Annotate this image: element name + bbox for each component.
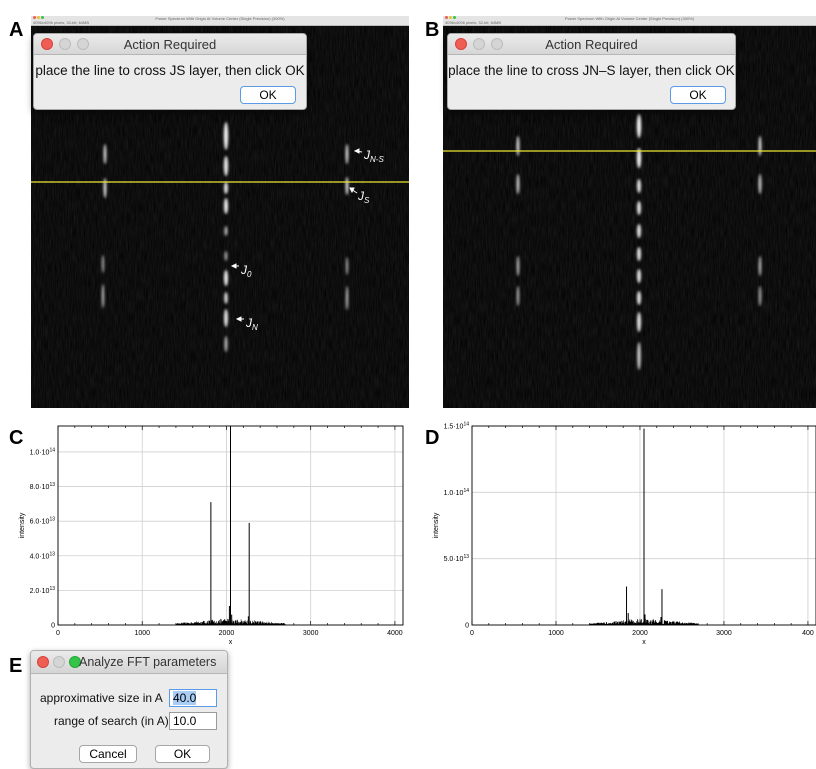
zoom-icon[interactable] (77, 38, 89, 50)
close-icon[interactable] (37, 656, 49, 668)
panel-letter-a: A (9, 19, 24, 41)
window-titlebar-a[interactable]: Power Spectrum With Origin At Volume Cen… (31, 16, 409, 26)
x-tick-label: 2000 (632, 630, 648, 637)
size-input[interactable]: 40.0 (169, 689, 217, 707)
ok-button-e[interactable]: OK (155, 745, 210, 763)
y-axis-label: intensity (433, 512, 440, 538)
plot-svg-c: 0 1000 2000 3000 4000 0 2.0·1013 4.0·1013 6.0·10… (19, 425, 404, 646)
minimize-icon[interactable] (473, 38, 485, 50)
window-info-a: 4096x4096 pixels; 32-bit; 64MB (33, 20, 90, 25)
y-tick-label: 6.0·1013 (30, 517, 56, 526)
intensity-plot-d: 0 1000 2000 3000 400 0 5.0·1013 1.0·1014 1.5·101… (410, 420, 816, 648)
x-tick-label: 1000 (134, 630, 150, 637)
y-axis-label: intensity (19, 512, 26, 538)
y-tick-label: 0 (51, 623, 55, 630)
minimize-icon[interactable] (59, 38, 71, 50)
panel-letter-d: D (425, 427, 440, 449)
dialog-titlebar-a[interactable]: Action Required (34, 34, 306, 55)
dialog-title-a: Action Required (123, 37, 217, 52)
x-axis-label: x (229, 639, 233, 646)
window-info-b: 4096x4096 pixels; 32-bit; 64MB (445, 20, 502, 25)
panel-letter-e: E (9, 655, 23, 677)
x-tick-label: 2000 (219, 630, 235, 637)
y-tick-label: 8.0·1013 (30, 482, 56, 491)
plot-svg-d: 0 1000 2000 3000 40005.0·10131.0·10141.5·101… (433, 422, 816, 646)
fft-dialog-title: Analyze FFT parameters (79, 655, 217, 669)
annotation-jn: JN (245, 316, 258, 332)
window-title-a: Power Spectrum With Origin At Volume Cen… (155, 16, 285, 21)
x-tick-label: 3000 (303, 630, 319, 637)
x-tick-label: 400 (802, 630, 814, 637)
close-icon[interactable] (455, 38, 467, 50)
annotation-jns: JN-S (363, 148, 384, 164)
size-input-value: 40.0 (173, 691, 197, 705)
annotation-j0: J0 (240, 263, 252, 279)
x-axis-label: x (642, 639, 646, 646)
ok-button-a[interactable]: OK (240, 86, 296, 104)
ok-button-b[interactable]: OK (670, 86, 726, 104)
y-tick-label: 4.0·1013 (30, 551, 56, 560)
zoom-icon[interactable] (491, 38, 503, 50)
y-tick-label: 2.0·1013 (30, 586, 56, 595)
x-tick-label: 0 (56, 630, 60, 637)
annotation-js: JS (357, 189, 370, 205)
range-label: range of search (in A) (54, 714, 169, 728)
x-tick-label: 1000 (548, 630, 564, 637)
cancel-button[interactable]: Cancel (79, 745, 137, 763)
fft-dialog-titlebar[interactable]: Analyze FFT parameters (31, 651, 227, 674)
panel-letter-c: C (9, 427, 24, 449)
action-required-dialog-a[interactable]: Action Required place the line to cross … (33, 33, 307, 110)
range-input-value: 10.0 (173, 714, 197, 728)
window-titlebar-b[interactable]: Power Spectrum With Origin At Volume Cen… (443, 16, 816, 26)
y-tick-label: 0 (465, 623, 469, 630)
analyze-fft-dialog[interactable]: Analyze FFT parameters approximative siz… (30, 650, 228, 769)
window-title-b: Power Spectrum With Origin At Volume Cen… (564, 16, 695, 21)
x-tick-label: 0 (470, 630, 474, 637)
minimize-icon[interactable] (53, 656, 65, 668)
x-tick-label: 3000 (716, 630, 732, 637)
y-tick-label: 1.0·1014 (444, 488, 470, 497)
dialog-message-a: place the line to cross JS layer, then c… (35, 63, 305, 78)
y-tick-label: 5.0·1013 (444, 554, 470, 563)
dialog-message-b: place the line to cross JN–S layer, then… (448, 63, 735, 78)
size-label: approximative size in A (40, 691, 163, 705)
close-icon[interactable] (41, 38, 53, 50)
x-tick-label: 4000 (387, 630, 403, 637)
y-tick-label: 1.0·1014 (30, 447, 56, 456)
dialog-titlebar-b[interactable]: Action Required (448, 34, 735, 55)
action-required-dialog-b[interactable]: Action Required place the line to cross … (447, 33, 736, 110)
intensity-plot-c: 0 1000 2000 3000 4000 0 2.0·1013 4.0·1013 6.0·10… (0, 420, 410, 648)
panel-letter-b: B (425, 19, 440, 41)
dialog-title-b: Action Required (545, 37, 638, 52)
range-input[interactable]: 10.0 (169, 712, 217, 730)
zoom-icon[interactable] (69, 656, 81, 668)
y-tick-label: 1.5·1014 (444, 422, 470, 431)
